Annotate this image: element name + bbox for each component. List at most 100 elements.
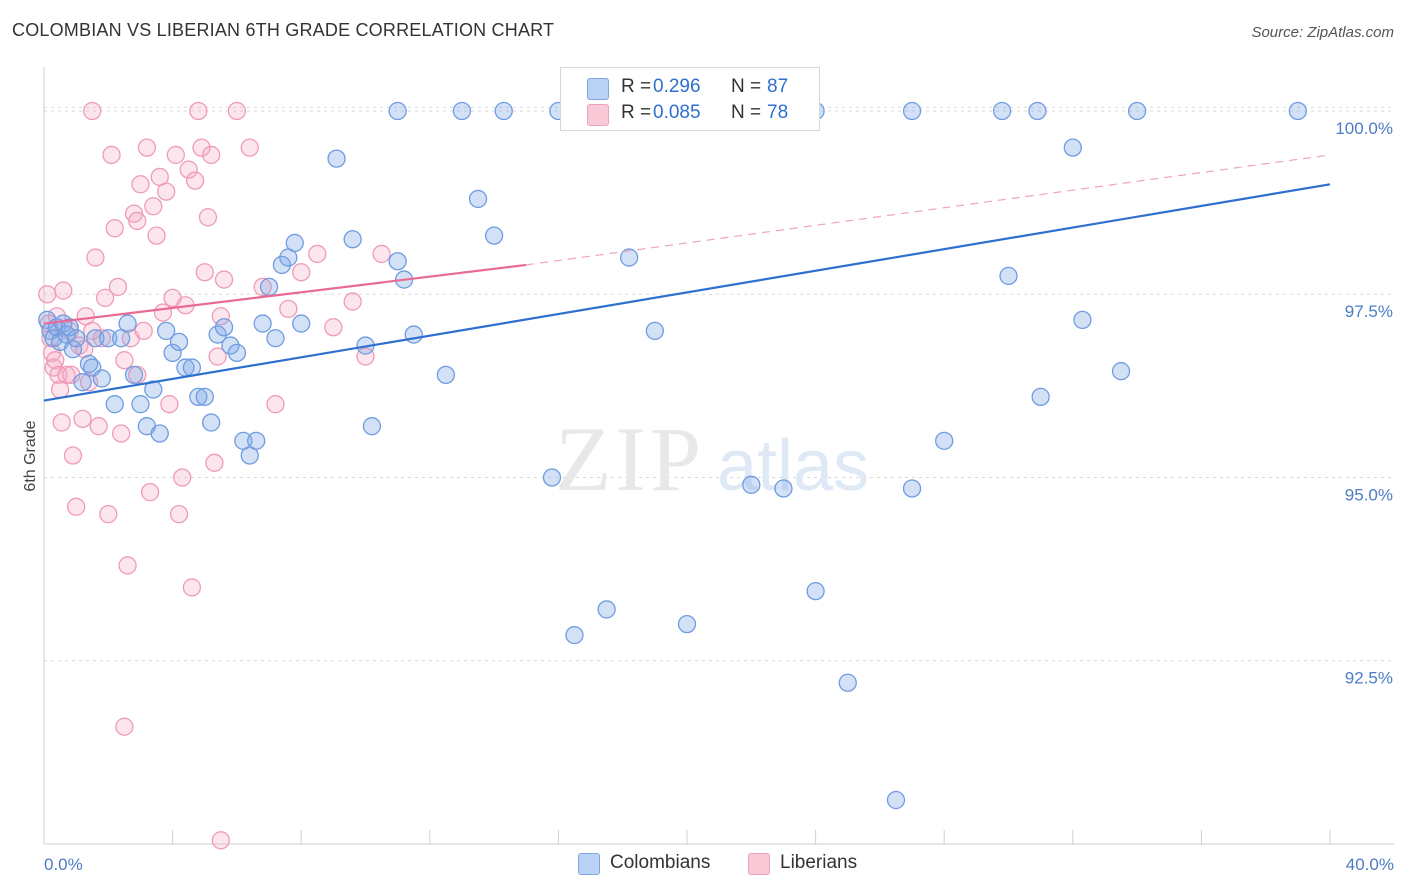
colombians-point <box>202 413 221 432</box>
liberians-point <box>266 395 285 414</box>
liberians-legend-label: Liberians <box>780 852 858 873</box>
liberians-point <box>99 504 118 524</box>
liberians-point <box>208 347 227 366</box>
colombians-point <box>886 790 906 810</box>
colombians-point <box>195 387 214 407</box>
colombians-point <box>73 373 92 392</box>
legend-n-label: N = <box>731 76 762 97</box>
liberians-trend-line <box>43 263 527 325</box>
y-tick-label: 92.5% <box>1345 669 1393 688</box>
liberians-point <box>192 138 211 157</box>
liberians-point <box>198 208 218 227</box>
legend-r-value: 0.296 <box>653 76 701 97</box>
liberians-point <box>211 307 230 326</box>
colombians-point <box>86 329 105 348</box>
colombians-point <box>157 321 176 341</box>
liberians-point <box>214 270 234 289</box>
colombians-point <box>362 417 382 436</box>
colombians-point <box>494 101 513 121</box>
liberians-point <box>112 424 131 443</box>
colombians-point <box>388 252 407 271</box>
colombians-point <box>259 277 279 297</box>
liberians-point <box>202 145 221 165</box>
legend-r-label: R = <box>621 76 652 97</box>
liberians-point <box>166 145 185 165</box>
colombians-point <box>838 673 857 692</box>
colombians-point <box>677 614 697 634</box>
colombians-point <box>150 424 169 443</box>
liberians-point <box>137 138 157 157</box>
colombians-point <box>774 479 793 498</box>
liberians-trend-extension <box>526 154 1331 266</box>
liberians-point <box>189 101 208 121</box>
colombians-point <box>565 625 584 645</box>
colombians-point <box>542 468 562 487</box>
liberians-point <box>343 292 362 311</box>
liberians-point <box>108 277 128 297</box>
liberians-point <box>57 365 76 385</box>
colombians-point <box>452 101 472 121</box>
colombians-point <box>63 340 83 359</box>
x-tick-label-max: 40.0% <box>1346 855 1394 874</box>
colombians-point <box>597 600 616 619</box>
liberians-point <box>211 831 230 850</box>
colombians-point <box>221 336 240 355</box>
colombians-point <box>468 189 488 209</box>
liberians-point <box>205 453 224 472</box>
colombians-point <box>60 318 79 337</box>
liberians-point <box>128 211 147 231</box>
colombians-point <box>292 314 311 333</box>
legend-n-value: 87 <box>767 76 789 97</box>
liberians-point <box>169 504 189 524</box>
liberians-swatch <box>587 104 609 126</box>
liberians-point <box>73 409 92 428</box>
colombians-legend-swatch <box>578 853 600 875</box>
liberians-point <box>182 578 202 597</box>
colombians-point <box>806 581 825 601</box>
grid-layer <box>44 106 1394 662</box>
liberians-point <box>105 219 124 238</box>
colombians-point <box>131 395 150 414</box>
colombians-point <box>189 387 208 407</box>
liberians-point <box>92 329 112 348</box>
liberians-point <box>173 468 192 487</box>
watermark-zip: ZIP <box>555 408 705 510</box>
liberians-point <box>54 281 73 300</box>
liberians-point <box>324 318 343 337</box>
colombians-point <box>436 365 456 385</box>
colombians-point <box>999 266 1018 286</box>
colombians-point <box>124 365 144 385</box>
liberians-point <box>179 160 198 179</box>
colombians-point <box>99 329 118 348</box>
liberians-point <box>83 101 102 121</box>
liberians-point <box>185 171 205 190</box>
legend-row-liberians: R = 0.085 N = 78 <box>561 101 819 127</box>
liberians-point <box>95 288 115 308</box>
liberians-point <box>67 497 86 516</box>
watermark: ZIP atlas <box>555 408 869 510</box>
chart-title: COLOMBIAN VS LIBERIAN 6TH GRADE CORRELAT… <box>12 20 555 40</box>
liberians-point <box>160 395 179 414</box>
colombians-point <box>484 226 504 245</box>
liberians-point <box>38 285 57 304</box>
x-tick-label-min: 0.0% <box>44 855 83 874</box>
colombians-point <box>285 233 304 253</box>
colombians-point <box>92 369 112 388</box>
colombians-point <box>388 101 407 121</box>
colombians-point <box>182 358 202 377</box>
colombians-point <box>619 248 639 267</box>
liberians-point <box>52 413 71 432</box>
liberians-point <box>115 717 134 736</box>
watermark-atlas: atlas <box>717 426 869 506</box>
liberians-point <box>131 175 150 194</box>
legend-row-colombians: R = 0.296 N = 87 <box>561 75 819 101</box>
chart-source: Source: ZipAtlas.com <box>1251 24 1394 41</box>
colombians-point <box>163 343 182 363</box>
liberians-point <box>279 299 298 319</box>
liberians-point <box>292 263 311 282</box>
colombians-point <box>266 329 285 348</box>
liberians-point <box>253 277 272 297</box>
liberians-points <box>38 101 391 850</box>
colombians-point <box>1127 101 1147 121</box>
